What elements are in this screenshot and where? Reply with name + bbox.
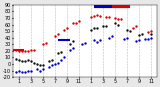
Point [27, 50, 29, 52]
Point [42, 44, 44, 45]
Point [66, 27, 68, 29]
Point [108, 37, 110, 38]
Point [96, 27, 98, 29]
Point [48, 61, 50, 62]
Point [84, 42, 86, 44]
Point [69, 49, 71, 50]
Point [18, 50, 20, 52]
Point [42, 65, 44, 66]
Point [93, 40, 95, 41]
Point [135, 40, 137, 42]
Point [72, 47, 74, 48]
Point [51, 65, 53, 66]
Point [24, 61, 26, 62]
Point [15, 49, 17, 50]
Point [21, 61, 23, 62]
Point [117, 19, 119, 20]
Point [102, 25, 104, 27]
Point [147, 32, 149, 33]
Point [117, 24, 119, 25]
Point [150, 33, 152, 34]
Point [138, 34, 140, 36]
Point [21, 51, 23, 52]
Point [108, 16, 110, 17]
Point [60, 59, 62, 61]
Point [54, 63, 56, 65]
Point [69, 44, 71, 45]
Point [45, 42, 47, 44]
Point [114, 23, 116, 24]
Point [147, 38, 149, 40]
Point [57, 62, 59, 63]
Point [129, 30, 131, 32]
Point [39, 70, 41, 71]
Point [30, 61, 32, 62]
Point [42, 69, 44, 70]
Point [120, 19, 122, 20]
Point [78, 21, 80, 22]
Point [132, 27, 134, 29]
Point [36, 69, 38, 70]
Point [114, 17, 116, 19]
Point [90, 16, 92, 17]
Point [93, 15, 95, 17]
Point [15, 71, 17, 73]
Point [24, 71, 26, 73]
Point [57, 34, 59, 35]
Point [51, 59, 53, 61]
Point [15, 58, 17, 59]
Point [30, 49, 32, 50]
Point [72, 23, 74, 24]
Point [18, 70, 20, 71]
Point [93, 28, 95, 29]
Point [39, 65, 41, 66]
Point [105, 16, 107, 17]
Point [18, 59, 20, 61]
Point [123, 38, 125, 40]
Point [27, 70, 29, 71]
Point [150, 30, 152, 32]
Point [54, 36, 56, 37]
Point [75, 22, 77, 23]
Point [111, 36, 113, 37]
Point [138, 40, 140, 41]
Point [105, 25, 107, 27]
Point [33, 62, 35, 63]
Point [144, 38, 146, 40]
Point [63, 29, 65, 30]
Point [30, 70, 32, 71]
Point [126, 37, 128, 38]
Point [72, 40, 74, 42]
Point [36, 63, 38, 65]
Point [27, 59, 29, 61]
Point [21, 71, 23, 73]
Point [90, 29, 92, 30]
Point [96, 41, 98, 42]
Point [63, 57, 65, 58]
Point [150, 37, 152, 38]
Point [99, 15, 101, 17]
Point [126, 29, 128, 30]
Point [135, 25, 137, 27]
Point [33, 50, 35, 51]
Point [48, 66, 50, 67]
Point [81, 44, 83, 45]
Point [57, 53, 59, 54]
Point [99, 40, 101, 41]
Point [24, 50, 26, 52]
Point [141, 34, 144, 35]
Point [60, 51, 62, 53]
Point [96, 15, 98, 16]
